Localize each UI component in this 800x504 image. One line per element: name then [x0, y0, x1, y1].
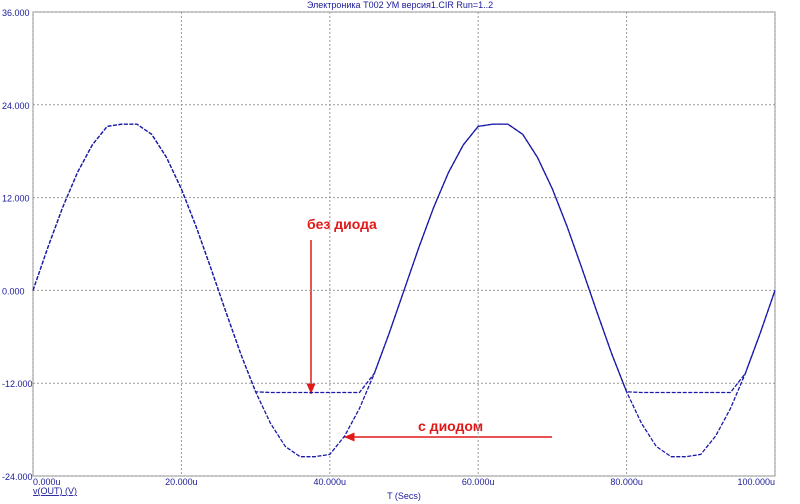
- x-tick-label: 80.000u: [610, 477, 643, 487]
- y-axis-label: v(OUT) (V): [33, 486, 77, 496]
- annotation: без диода: [307, 216, 377, 232]
- chart-title: Электроника Т002 УМ версия1.CIR Run=1..2: [307, 0, 493, 10]
- series-line: [32, 123, 776, 394]
- series-line: [32, 123, 776, 458]
- x-tick-label: 40.000u: [314, 477, 347, 487]
- y-tick-label: 0.000: [2, 286, 25, 296]
- x-tick-label: 100.000u: [737, 477, 775, 487]
- x-tick-label: 0.000u: [33, 477, 61, 487]
- x-tick-label: 20.000u: [165, 477, 198, 487]
- y-tick-label: -24.000: [2, 472, 33, 482]
- annotation: с диодом: [418, 418, 483, 434]
- plot-frame: [32, 11, 776, 477]
- y-tick-label: -12.000: [2, 379, 33, 389]
- y-tick-label: 12.000: [2, 194, 30, 204]
- x-tick-label: 60.000u: [462, 477, 495, 487]
- y-tick-label: 24.000: [2, 101, 30, 111]
- y-tick-label: 36.000: [2, 8, 30, 18]
- x-axis-label: T (Secs): [387, 491, 421, 501]
